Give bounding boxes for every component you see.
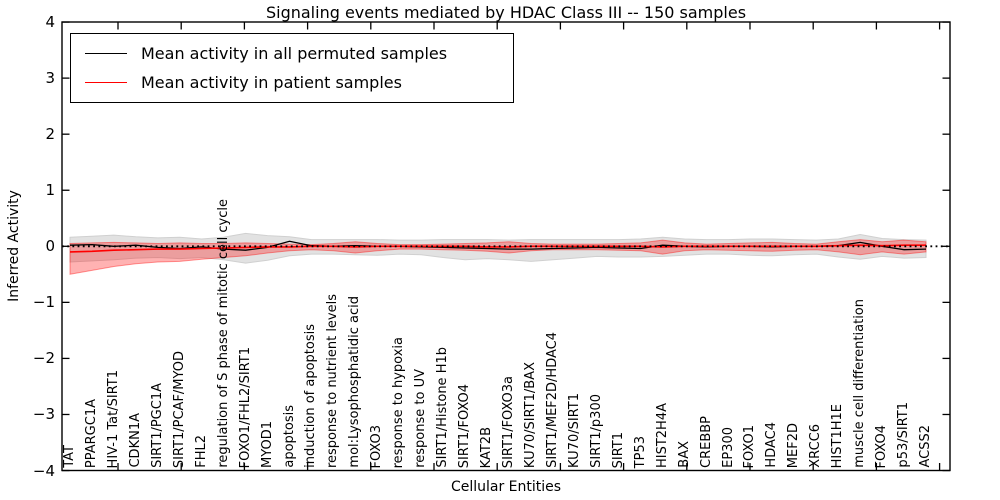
x-tick-label: CDKN1A	[127, 413, 143, 468]
x-tick-label: HIST2H4A	[654, 402, 670, 468]
y-tick-label: 2	[45, 125, 55, 144]
x-tick-label: muscle cell differentiation	[852, 299, 868, 468]
x-tick-label: response to hypoxia	[391, 336, 407, 468]
x-tick-label: ACSS2	[918, 425, 934, 468]
x-tick-label: HIV-1 Tat/SIRT1	[105, 369, 121, 468]
x-tick-label: CREBBP	[698, 416, 714, 468]
legend: Mean activity in all permuted samples Me…	[70, 33, 514, 103]
y-tick-label: 1	[45, 181, 55, 200]
legend-item-permuted: Mean activity in all permuted samples	[71, 39, 513, 68]
y-tick-label: −2	[32, 349, 55, 368]
y-tick-label: −4	[32, 461, 55, 480]
y-tick-label: −3	[32, 405, 55, 424]
x-tick-label: SIRT1/PCAF/MYOD	[171, 350, 187, 468]
x-tick-label: SIRT1/MEF2D/HDAC4	[544, 332, 560, 468]
patient-mean-line	[69, 244, 926, 253]
y-tick-label: 0	[45, 237, 55, 256]
x-tick-label: induction of apoptosis	[303, 324, 319, 468]
x-tick-label: MYOD1	[259, 421, 275, 468]
x-tick-label: SIRT1/FOXO3a	[501, 375, 516, 468]
x-tick-label: SIRT1	[610, 431, 626, 468]
legend-line-patient-swatch	[85, 82, 127, 83]
x-tick-label: mol:Lysophosphatidic acid	[347, 296, 363, 468]
x-tick-label: TP53	[632, 435, 648, 468]
y-tick-label: 4	[45, 13, 55, 32]
x-tick-label: response to UV	[413, 369, 429, 468]
x-tick-label: PPARGC1A	[83, 398, 99, 468]
x-tick-label: MEF2D	[786, 422, 802, 468]
x-tick-label: FOXO3	[369, 424, 385, 468]
x-tick-label: SIRT1/Histone H1b	[435, 347, 451, 468]
legend-label-patient: Mean activity in patient samples	[141, 73, 402, 92]
x-tick-label: KU70/SIRT1/BAX	[522, 361, 538, 468]
x-tick-label: BAX	[676, 441, 692, 468]
y-tick-label: 3	[45, 69, 55, 88]
x-tick-label: FOXO1/FHL2/SIRT1	[237, 346, 253, 468]
x-tick-label: TAT	[62, 445, 77, 468]
patient-std-band	[69, 239, 927, 275]
x-tick-label: SIRT1/PGC1A	[149, 383, 165, 468]
x-tick-label: SIRT1/FOXO4	[457, 383, 473, 468]
x-tick-label: p53/SIRT1	[896, 402, 912, 468]
x-tick-label: EP300	[720, 427, 736, 468]
y-tick-label: −1	[32, 293, 55, 312]
x-tick-label: XRCC6	[808, 424, 824, 468]
x-tick-label: HIST1H1E	[830, 403, 846, 468]
x-tick-label: HDAC4	[764, 422, 780, 468]
x-tick-label: FHL2	[193, 435, 209, 468]
x-tick-label: regulation of S phase of mitotic cell cy…	[215, 199, 231, 468]
x-tick-label: apoptosis	[281, 405, 297, 468]
chart-title: Signaling events mediated by HDAC Class …	[265, 3, 747, 22]
x-tick-label: response to nutrient levels	[325, 293, 341, 468]
x-axis-label: Cellular Entities	[450, 479, 562, 495]
x-tick-label: KAT2B	[479, 426, 495, 468]
legend-line-permuted-swatch	[85, 53, 127, 54]
x-tick-label: FOXO4	[874, 424, 890, 468]
legend-label-permuted: Mean activity in all permuted samples	[141, 44, 448, 63]
x-tick-label: KU70/SIRT1	[566, 393, 582, 468]
legend-item-patient: Mean activity in patient samples	[71, 68, 513, 97]
x-tick-label: FOXO1	[742, 424, 758, 468]
x-tick-label: SIRT1/p300	[588, 394, 604, 468]
